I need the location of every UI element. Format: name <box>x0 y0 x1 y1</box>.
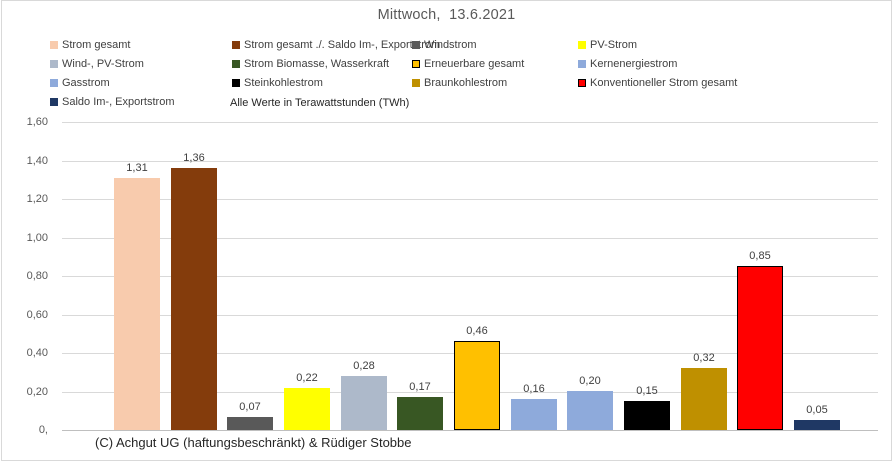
legend-item-braunkohlestrom: Braunkohlestrom <box>412 76 507 90</box>
gridline <box>62 122 878 123</box>
legend-swatch-gasstrom <box>50 79 58 87</box>
bar-value-label-strom-biomasse-wasserkraft: 0,17 <box>409 381 431 393</box>
legend-swatch-strom-gesamt-saldo-im-exportstrom <box>232 41 240 49</box>
gridline <box>62 276 878 277</box>
bar-braunkohlestrom <box>681 368 727 430</box>
legend-label-windstrom: Windstrom <box>424 39 477 51</box>
legend-item-kernenergiestrom: Kernenergiestrom <box>578 57 677 71</box>
y-tick-label: 0,40 <box>26 347 48 359</box>
legend-item-pv-strom: PV-Strom <box>578 38 637 52</box>
legend-swatch-konventioneller-strom-gesamt <box>578 79 586 87</box>
gridline <box>62 160 878 162</box>
legend-label-steinkohlestrom: Steinkohlestrom <box>244 77 323 89</box>
legend-label-braunkohlestrom: Braunkohlestrom <box>424 77 508 89</box>
legend-item-steinkohlestrom: Steinkohlestrom <box>232 76 323 90</box>
bar-saldo-im-exportstrom <box>794 420 840 430</box>
bar-value-label-strom-gesamt: 1,31 <box>126 162 148 174</box>
legend-item-saldo-im-exportstrom: Saldo Im-, Exportstrom <box>50 95 174 109</box>
bar-gasstrom <box>567 391 613 430</box>
legend-swatch-wind-pv-strom <box>50 60 58 68</box>
legend-swatch-strom-biomasse-wasserkraft <box>232 60 240 68</box>
legend-swatch-erneuerbare-gesamt <box>412 60 420 68</box>
y-tick-label: 1,00 <box>26 231 48 244</box>
bar-wind-pv-strom <box>341 376 387 430</box>
legend-label-konventioneller-strom-gesamt: Konventioneller Strom gesamt <box>590 77 738 89</box>
bar-steinkohlestrom <box>624 401 670 430</box>
legend-swatch-kernenergiestrom <box>578 60 586 68</box>
bar-value-label-gasstrom: 0,20 <box>579 375 601 387</box>
legend-swatch-braunkohlestrom <box>412 79 420 87</box>
bar-value-label-pv-strom: 0,22 <box>296 372 318 384</box>
bar-erneuerbare-gesamt <box>454 341 500 430</box>
legend-item-strom-gesamt-saldo-im-exportstrom: Strom gesamt ./. Saldo Im-, Exportstrom <box>232 38 440 52</box>
legend-label-saldo-im-exportstrom: Saldo Im-, Exportstrom <box>62 96 175 108</box>
legend-label-strom-gesamt-saldo-im-exportstrom: Strom gesamt ./. Saldo Im-, Exportstrom <box>244 39 441 51</box>
legend-item-windstrom: Windstrom <box>412 38 477 52</box>
y-tick-label: 0,60 <box>26 308 48 321</box>
bar-value-label-erneuerbare-gesamt: 0,46 <box>466 325 488 337</box>
bar-strom-biomasse-wasserkraft <box>397 397 443 430</box>
bar-value-label-kernenergiestrom: 0,16 <box>523 383 545 395</box>
bar-strom-gesamt <box>114 178 160 430</box>
legend-item-gasstrom: Gasstrom <box>50 76 110 90</box>
legend-swatch-windstrom <box>412 41 420 49</box>
y-tick-label: 0,20 <box>26 385 48 398</box>
bar-pv-strom <box>284 388 330 430</box>
bar-value-label-strom-gesamt-saldo-im-exportstrom: 1,36 <box>183 152 205 164</box>
legend-item-konventioneller-strom-gesamt: Konventioneller Strom gesamt <box>578 76 737 90</box>
legend-item-strom-biomasse-wasserkraft: Strom Biomasse, Wasserkraft <box>232 57 389 71</box>
bar-value-label-saldo-im-exportstrom: 0,05 <box>806 404 828 416</box>
legend-item-erneuerbare-gesamt: Erneuerbare gesamt <box>412 57 524 71</box>
x-axis-line <box>62 430 878 431</box>
gridline <box>62 314 878 316</box>
legend-label-erneuerbare-gesamt: Erneuerbare gesamt <box>424 58 525 70</box>
bar-value-label-windstrom: 0,07 <box>239 401 261 413</box>
chart-legend: Strom gesamt Strom gesamt ./. Saldo Im-, … <box>0 0 893 115</box>
legend-label-pv-strom: PV-Strom <box>590 39 638 51</box>
legend-swatch-saldo-im-exportstrom <box>50 98 58 106</box>
bar-kernenergiestrom <box>511 399 557 430</box>
footer-credit: (C) Achgut UG (haftungsbeschränkt) & Rüd… <box>95 435 412 450</box>
gridline <box>62 237 878 239</box>
legend-label-strom-gesamt: Strom gesamt <box>62 39 131 51</box>
bar-value-label-wind-pv-strom: 0,28 <box>353 360 375 372</box>
chart-title: Mittwoch, 13.6.2021 <box>377 7 516 23</box>
bar-windstrom <box>227 417 273 430</box>
gridline <box>62 199 878 200</box>
legend-item-wind-pv-strom: Wind-, PV-Strom <box>50 57 144 71</box>
bar-value-label-konventioneller-strom-gesamt: 0,85 <box>749 250 771 262</box>
y-tick-label: 1,20 <box>26 193 48 205</box>
unit-note: Alle Werte in Terawattstunden (TWh) <box>230 97 410 109</box>
legend-label-kernenergiestrom: Kernenergiestrom <box>590 58 678 70</box>
legend-swatch-pv-strom <box>578 41 586 49</box>
bar-value-label-steinkohlestrom: 0,15 <box>636 385 658 397</box>
legend-swatch-strom-gesamt <box>50 41 58 49</box>
legend-label-wind-pv-strom: Wind-, PV-Strom <box>62 58 144 70</box>
legend-swatch-steinkohlestrom <box>232 79 240 87</box>
legend-label-gasstrom: Gasstrom <box>62 77 110 89</box>
legend-label-strom-biomasse-wasserkraft: Strom Biomasse, Wasserkraft <box>244 58 390 70</box>
bar-strom-gesamt-saldo-im-exportstrom <box>171 168 217 430</box>
y-tick-label: 1,60 <box>26 116 48 128</box>
y-tick-label: 1,40 <box>26 154 48 167</box>
legend-item-strom-gesamt: Strom gesamt <box>50 38 130 52</box>
bar-value-label-braunkohlestrom: 0,32 <box>693 352 715 364</box>
bar-konventioneller-strom-gesamt <box>737 266 783 430</box>
y-tick-label: 0,80 <box>26 270 48 282</box>
y-tick-label: 0, <box>38 424 48 436</box>
